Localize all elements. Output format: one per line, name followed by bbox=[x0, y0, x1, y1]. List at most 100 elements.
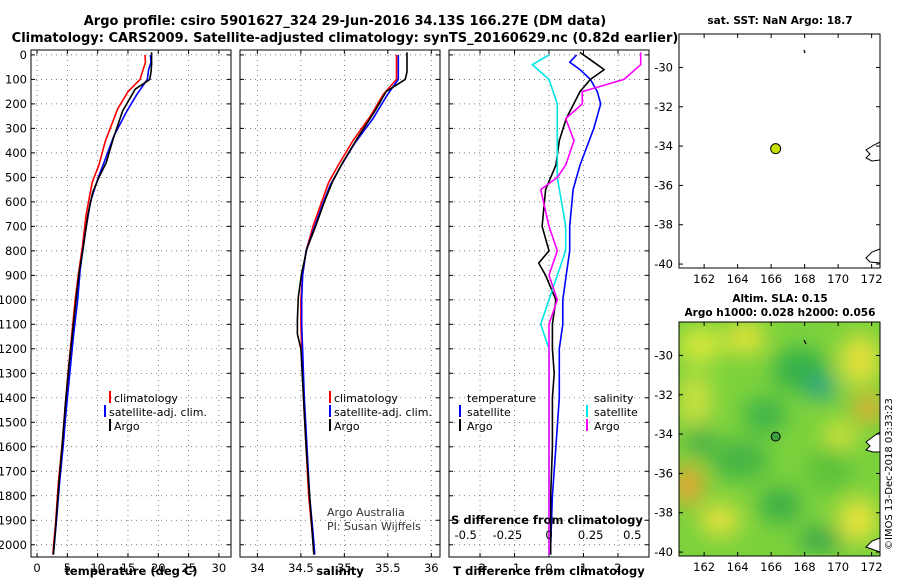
xtick-label: 20 bbox=[151, 561, 166, 575]
map-ytick-label: -36 bbox=[654, 178, 673, 192]
map-ytick-label: -38 bbox=[654, 506, 673, 520]
legend-salinity-argo: Argo bbox=[594, 420, 620, 433]
sla-map-subtitle: Argo h1000: 0.028 h2000: 0.056 bbox=[685, 307, 876, 319]
xtick-label: 25 bbox=[181, 561, 196, 575]
map-ytick-label: -36 bbox=[654, 466, 673, 480]
difference-subtitle: S difference from climatology bbox=[451, 513, 643, 527]
xtick-label: 35.5 bbox=[375, 561, 401, 575]
depth-label: 1200 bbox=[0, 342, 27, 356]
salinity-legend-climatology: climatology bbox=[334, 392, 398, 405]
xtick-label: 34 bbox=[250, 561, 265, 575]
salinity-panel: 34 34.5 35 35.5 36 salinity climatology sate… bbox=[239, 49, 441, 578]
depth-label: 400 bbox=[5, 146, 27, 160]
depth-label: 0 bbox=[20, 48, 27, 62]
map-ytick-label: -30 bbox=[654, 60, 673, 74]
depth-label: 1000 bbox=[0, 293, 27, 307]
sst-map-coastline bbox=[803, 49, 881, 264]
map-ytick-label: -40 bbox=[654, 545, 673, 559]
depth-label: 1500 bbox=[0, 415, 27, 429]
temperature-panel: 0 5 10 15 20 25 30 0 100 200 300 400 500 600 700 800 90… bbox=[0, 48, 232, 578]
series-line-temperature-satellite bbox=[548, 54, 602, 555]
xtick-label: 2 bbox=[614, 561, 621, 575]
map-xtick-label: 172 bbox=[861, 560, 883, 574]
map-xtick-label: 166 bbox=[760, 560, 782, 574]
map-xtick-label: 168 bbox=[794, 560, 816, 574]
map-ytick-label: -32 bbox=[654, 100, 673, 114]
depth-label: 1700 bbox=[0, 464, 27, 478]
series-line-temperature-argo bbox=[537, 51, 606, 555]
map-xtick-label: 162 bbox=[693, 272, 715, 286]
xtick-label: 34.5 bbox=[288, 561, 314, 575]
salinity-xtick-label: -0.5 bbox=[454, 528, 476, 542]
argo-float-marker bbox=[770, 143, 782, 155]
salinity-xlabel: salinity bbox=[316, 564, 364, 578]
salinity-xtick-label: 0.25 bbox=[578, 528, 604, 542]
temperature-xlabel: temperature (deg C) bbox=[64, 564, 197, 578]
xtick-label: 10 bbox=[90, 561, 105, 575]
depth-label: 500 bbox=[5, 170, 27, 184]
salinity-xtick-label: -0.25 bbox=[492, 528, 522, 542]
map-ytick-label: -38 bbox=[654, 218, 673, 232]
depth-label: 1600 bbox=[0, 440, 27, 454]
salinity-xtick-label: 0.5 bbox=[623, 528, 641, 542]
difference-legend-salinity: salinity satellite Argo bbox=[586, 392, 638, 433]
depth-label: 1300 bbox=[0, 366, 27, 380]
title-line1: Argo profile: csiro 5901627_324 29-Jun-2… bbox=[84, 14, 606, 29]
map-xtick-label: 164 bbox=[727, 560, 749, 574]
depth-label: 900 bbox=[5, 268, 27, 282]
xtick-label: 36 bbox=[424, 561, 439, 575]
sla-map: Altim. SLA: 0.15 Argo h1000: 0.028 h2000… bbox=[654, 293, 882, 574]
xtick-label: 5 bbox=[64, 561, 71, 575]
salinity-legend-argo: Argo bbox=[334, 420, 360, 433]
map-ytick-label: -30 bbox=[654, 348, 673, 362]
temperature-legend-satellite: satellite-adj. clim. bbox=[109, 406, 207, 419]
difference-legend-temperature: temperature satellite Argo bbox=[459, 392, 536, 433]
depth-label: 1400 bbox=[0, 391, 27, 405]
depth-label: 200 bbox=[5, 97, 27, 111]
legend-temperature-satellite: satellite bbox=[467, 406, 511, 419]
legend-heading-temperature: temperature bbox=[467, 392, 536, 405]
depth-label: 2000 bbox=[0, 538, 27, 552]
xtick-label: 1 bbox=[580, 561, 587, 575]
map-ytick-label: -32 bbox=[654, 388, 673, 402]
imos-credit: ©IMOS 13-Dec-2018 03:33:23 bbox=[884, 398, 895, 550]
title-line2: Climatology: CARS2009. Satellite-adjuste… bbox=[12, 31, 679, 46]
sst-map: sat. SST: NaN Argo: 18.7 162 164 166 168 170… bbox=[654, 15, 882, 286]
sst-map-title: sat. SST: NaN Argo: 18.7 bbox=[707, 15, 852, 27]
depth-label: 1100 bbox=[0, 317, 27, 331]
series-line-salinity-argo bbox=[539, 52, 642, 555]
depth-label: 600 bbox=[5, 195, 27, 209]
depth-label: 700 bbox=[5, 219, 27, 233]
argo-float-marker bbox=[770, 431, 781, 442]
map-xtick-label: 168 bbox=[794, 272, 816, 286]
depth-label: 300 bbox=[5, 121, 27, 135]
map-xtick-label: 164 bbox=[727, 272, 749, 286]
depth-label: 1800 bbox=[0, 489, 27, 503]
xtick-label: 30 bbox=[212, 561, 227, 575]
xtick-label: -2 bbox=[474, 561, 485, 575]
depth-label: 100 bbox=[5, 72, 27, 86]
xtick-label: 15 bbox=[121, 561, 136, 575]
legend-temperature-argo: Argo bbox=[467, 420, 493, 433]
salinity-legend: climatology satellite-adj. clim. Argo bbox=[329, 391, 432, 433]
series-line-argo bbox=[296, 52, 408, 555]
difference-panel: -2 -1 0 1 2 -0.5 -0.25 0 0.25 0.5 T difference f… bbox=[448, 49, 650, 578]
salinity-xtick-label: 0 bbox=[545, 528, 552, 542]
map-ytick-label: -34 bbox=[654, 427, 673, 441]
credit-line2: PI: Susan Wijffels bbox=[327, 520, 421, 533]
xtick-label: 0 bbox=[545, 561, 552, 575]
xtick-label: 35 bbox=[337, 561, 352, 575]
map-xtick-label: 170 bbox=[827, 560, 849, 574]
temperature-legend-climatology: climatology bbox=[114, 392, 178, 405]
series-line-argo bbox=[52, 52, 153, 555]
depth-label: 1900 bbox=[0, 513, 27, 527]
salinity-legend-satellite: satellite-adj. clim. bbox=[334, 406, 432, 419]
credit-line1: Argo Australia bbox=[327, 506, 405, 519]
map-xtick-label: 172 bbox=[861, 272, 883, 286]
difference-xlabel: T difference from climatology bbox=[453, 564, 645, 578]
map-xtick-label: 170 bbox=[827, 272, 849, 286]
sla-map-title: Altim. SLA: 0.15 bbox=[732, 293, 827, 305]
map-ytick-label: -34 bbox=[654, 139, 673, 153]
legend-heading-salinity: salinity bbox=[594, 392, 634, 405]
